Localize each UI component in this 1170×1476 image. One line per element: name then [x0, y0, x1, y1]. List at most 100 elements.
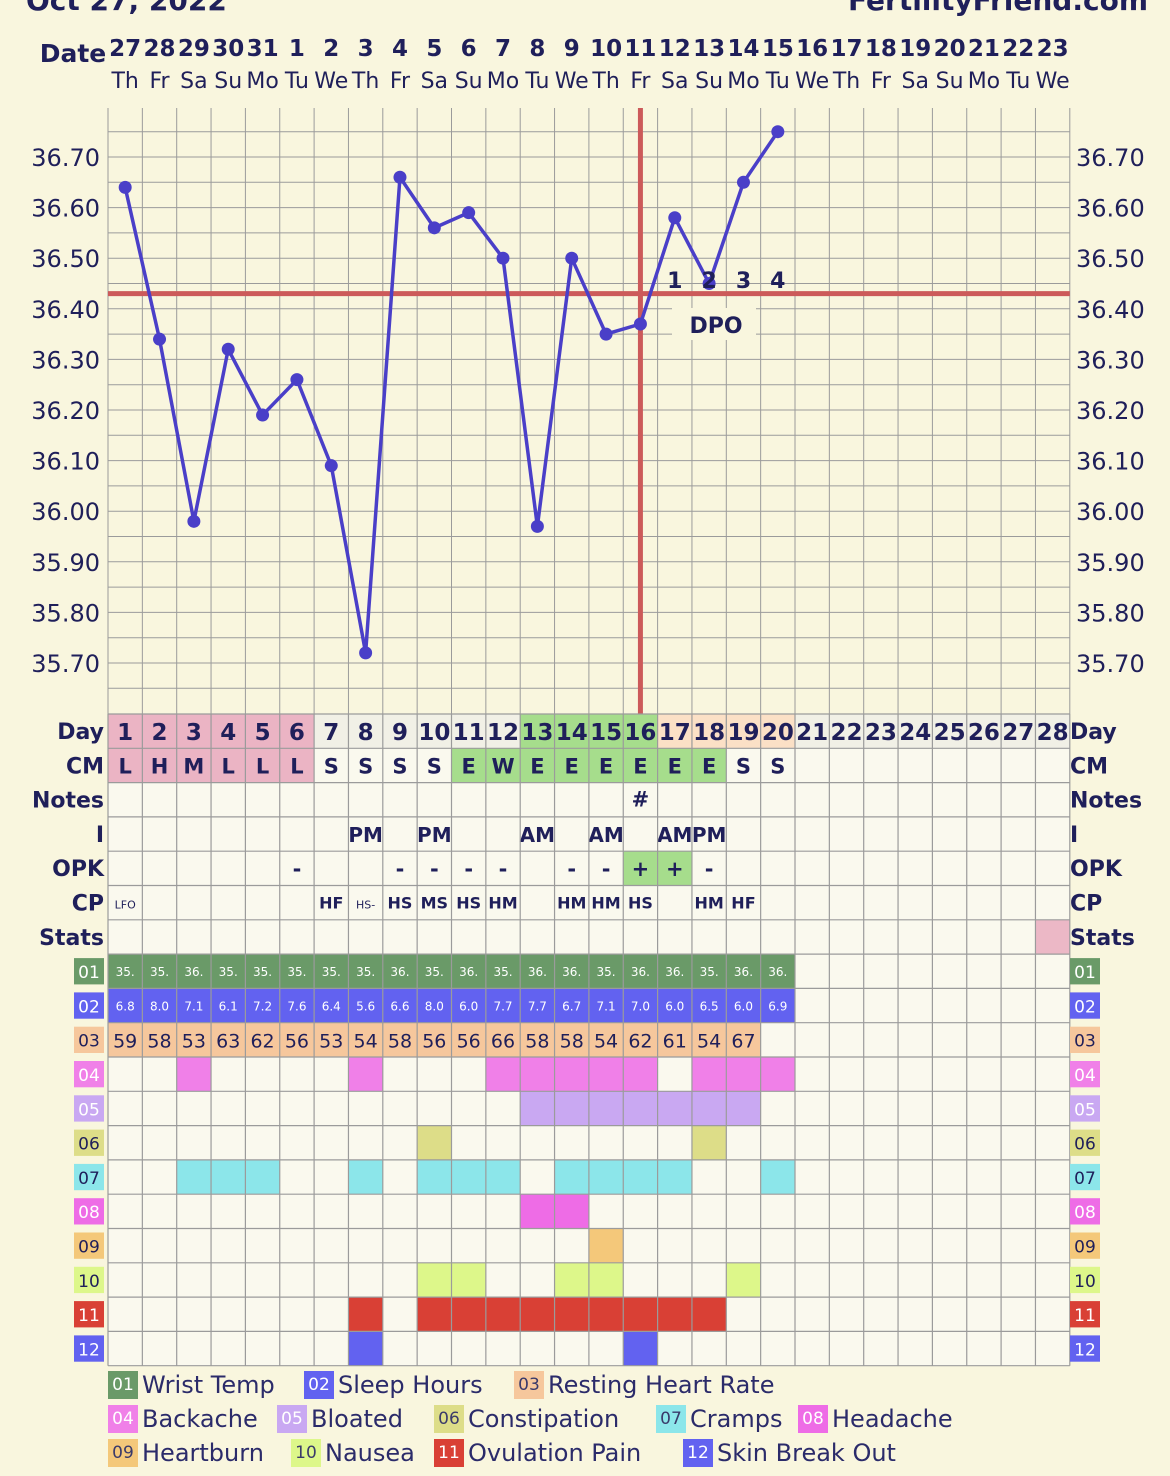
data-cell-02 [142, 988, 177, 1023]
data-value-02: 7.1 [597, 999, 616, 1013]
code-badge-left [74, 1129, 104, 1156]
data-value-01: 35. [116, 965, 135, 979]
code-badge-right-text: 04 [1074, 1066, 1096, 1086]
data-value-01: 36. [184, 965, 203, 979]
symptom-cell-11 [657, 1297, 692, 1332]
data-value-03: 58 [525, 1031, 549, 1053]
code-badge-right [1070, 1026, 1100, 1053]
symptom-cell-12 [348, 1331, 383, 1366]
weekday-label: We [795, 69, 829, 94]
data-value-03: 53 [319, 1031, 343, 1053]
cycle-day-cell [279, 714, 315, 749]
data-value-02: 8.0 [150, 999, 169, 1013]
weekday-label: Tu [524, 69, 549, 94]
symptom-cell-09 [588, 1228, 624, 1263]
y-tick-label-left: 36.40 [31, 296, 100, 324]
cm-value: S [358, 754, 373, 778]
cp-value: HS [388, 894, 413, 913]
code-badge-left [74, 1061, 104, 1088]
legend-label: Bloated [311, 1405, 403, 1433]
cm-value: E [565, 754, 579, 778]
symptom-cell-11 [691, 1297, 727, 1332]
date-label: 1 [289, 36, 305, 62]
date-label: 28 [144, 36, 176, 62]
data-value-03: 58 [560, 1031, 584, 1053]
data-cell-03 [417, 1022, 452, 1057]
symptom-cell-07 [211, 1159, 246, 1195]
symptom-cell-07 [760, 1159, 795, 1195]
data-value-03: 54 [594, 1031, 618, 1053]
data-value-03: 58 [147, 1031, 171, 1053]
y-tick-label-left: 35.90 [31, 549, 100, 577]
code-badge-right [1070, 1163, 1100, 1191]
opk-value: - [705, 857, 714, 881]
row-label-left-day: Day [57, 720, 104, 745]
cycle-day-cell [314, 714, 349, 749]
y-tick-label-right: 36.60 [1076, 195, 1145, 223]
code-badge-right [1070, 1198, 1100, 1225]
code-badge-left [74, 1163, 104, 1191]
cycle-day-cell [898, 714, 933, 749]
y-tick-label-left: 36.20 [31, 397, 100, 425]
symptom-cell-07 [245, 1159, 280, 1195]
date-label: 27 [109, 36, 141, 62]
cp-value: HF [731, 894, 755, 913]
data-value-02: 7.7 [528, 999, 547, 1013]
symptom-cell-07 [588, 1159, 624, 1195]
cm-cell [691, 748, 727, 783]
cycle-day-cell [382, 714, 418, 749]
data-value-03: 66 [491, 1031, 515, 1053]
data-cell-01 [485, 954, 521, 989]
cycle-day-cell [348, 714, 383, 749]
cycle-day-cell [760, 714, 795, 749]
symptom-cell-11 [554, 1297, 589, 1332]
data-cell-02 [623, 988, 658, 1023]
weekday-label: Sa [901, 69, 928, 94]
cm-value: L [290, 754, 303, 778]
legend-label: Ovulation Pain [468, 1439, 642, 1467]
y-tick-label-left: 36.30 [31, 346, 100, 374]
symptom-cell-07 [485, 1159, 521, 1195]
data-value-03: 67 [731, 1031, 755, 1053]
temperature-point [530, 519, 544, 533]
code-badge-left [74, 992, 104, 1019]
opk-value: - [430, 857, 439, 881]
data-cell-02 [760, 988, 795, 1023]
data-cell-02 [417, 988, 452, 1023]
cycle-day-cell [863, 714, 899, 749]
cycle-day-label: 3 [186, 720, 202, 746]
symptom-cell-05 [588, 1091, 624, 1126]
cm-cell [211, 748, 246, 783]
cycle-day-cell [108, 714, 143, 749]
date-label: 10 [590, 36, 622, 62]
date-label: 31 [247, 36, 279, 62]
weekday-label: We [555, 69, 589, 94]
data-value-02: 7.1 [184, 999, 203, 1013]
opk-value: - [602, 857, 611, 881]
weekday-label: Fr [149, 69, 170, 94]
symptom-cell-04 [485, 1057, 521, 1092]
cycle-day-cell [932, 714, 967, 749]
data-cell-02 [108, 988, 143, 1023]
weekday-label: Su [455, 69, 483, 94]
symptom-cell-07 [623, 1159, 658, 1195]
cm-cell [485, 748, 521, 783]
y-tick-label-left: 36.60 [31, 195, 100, 223]
data-value-02: 7.7 [493, 999, 512, 1013]
cp-value: HM [557, 894, 586, 913]
data-cell-01 [520, 954, 555, 989]
legend-item: 12 Skin Break Out [683, 1439, 896, 1467]
symptom-cell-12 [623, 1331, 658, 1366]
weekday-label: Su [936, 69, 964, 94]
data-cell-01 [279, 954, 315, 989]
weekday-label: Su [214, 69, 242, 94]
y-tick-label-right: 36.20 [1076, 397, 1145, 425]
cycle-day-label: 6 [289, 720, 305, 746]
legend-code-badge: 01 [108, 1371, 138, 1399]
cm-value: L [256, 754, 269, 778]
symptom-cell-11 [520, 1297, 555, 1332]
y-tick-label-right: 36.00 [1076, 498, 1145, 526]
code-badge-right-text: 07 [1074, 1169, 1096, 1189]
cycle-day-cell [623, 714, 658, 749]
legend-code-badge: 05 [277, 1405, 307, 1433]
